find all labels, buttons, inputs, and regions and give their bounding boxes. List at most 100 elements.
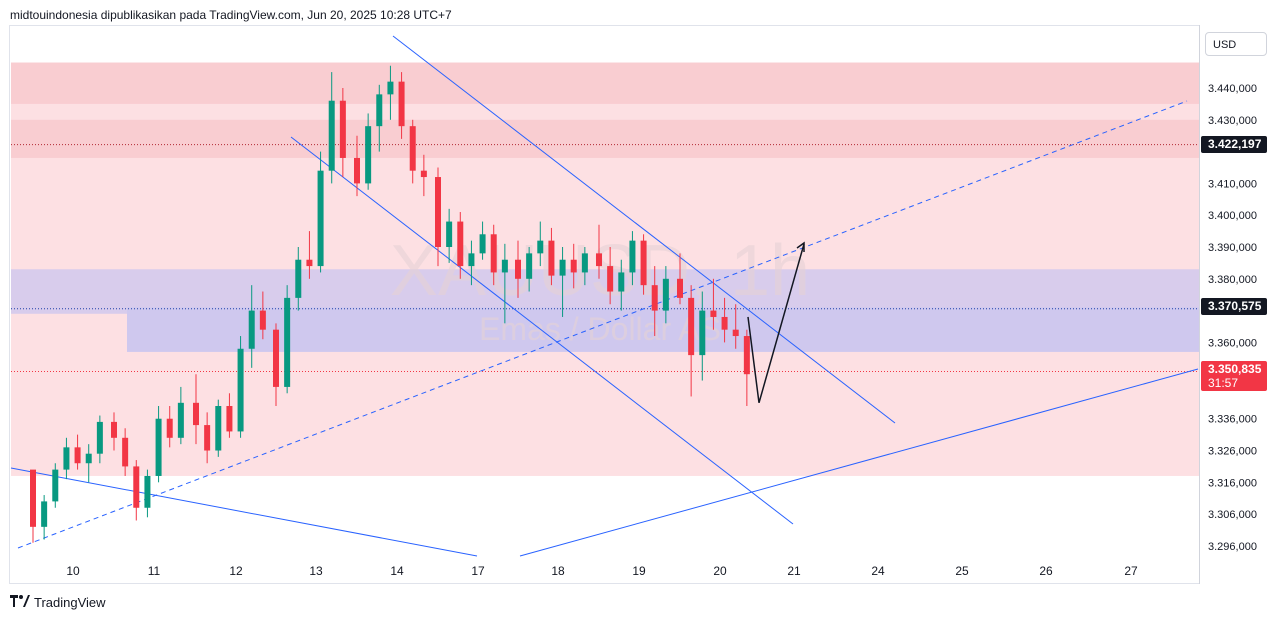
channel-lower-line	[290, 136, 794, 525]
candle-body	[259, 310, 266, 330]
chart-area[interactable]	[9, 25, 1199, 584]
candle-body	[537, 240, 544, 254]
time-tick-label: 26	[1039, 564, 1053, 578]
current-price: 3.350,835	[1208, 362, 1262, 376]
time-tick-label: 21	[787, 564, 801, 578]
candle-body	[721, 316, 728, 330]
zone-demand	[127, 307, 1199, 352]
time-tick-label: 12	[229, 564, 243, 578]
tradingview-footer[interactable]: TradingView	[10, 595, 106, 610]
candle-body	[122, 437, 129, 467]
candle-body	[365, 126, 372, 184]
candle-body	[155, 418, 162, 476]
candle-body	[215, 406, 222, 451]
price-tick-label: 3.430,000	[1208, 115, 1257, 127]
candle-body	[376, 94, 383, 127]
candle-body	[387, 81, 394, 95]
time-tick-label: 24	[871, 564, 885, 578]
candle-body	[30, 469, 36, 527]
candle-body	[133, 466, 140, 508]
price-tick-label: 3.336,000	[1208, 414, 1257, 426]
candle-body	[607, 266, 614, 292]
candle-body	[204, 425, 211, 451]
time-tick-label: 10	[66, 564, 80, 578]
candle-body	[74, 447, 81, 464]
candle-body	[732, 329, 739, 337]
zone-supply-strong	[11, 119, 1199, 158]
price-tick-label: 3.390,000	[1208, 242, 1257, 254]
candle-body	[409, 126, 416, 171]
price-axis[interactable]	[1199, 25, 1281, 584]
candle-body	[490, 234, 497, 273]
candle-body	[177, 402, 184, 438]
candle-body	[559, 259, 566, 276]
bar-countdown: 31:57	[1208, 376, 1239, 390]
level-tag-middle: 3.370,575	[1201, 298, 1267, 315]
price-tick-label: 3.306,000	[1208, 509, 1257, 521]
candle-body	[63, 447, 70, 470]
candle-body	[662, 278, 669, 311]
time-tick-label: 14	[390, 564, 404, 578]
price-tick-label: 3.326,000	[1208, 446, 1257, 458]
candle-body	[629, 240, 636, 273]
candle-body	[468, 253, 475, 267]
zone-demand	[11, 269, 1199, 314]
price-tick-label: 3.360,000	[1208, 337, 1257, 349]
candle-body	[710, 310, 717, 317]
candle-body	[248, 310, 255, 349]
candle-body	[457, 221, 464, 267]
candle-body	[526, 253, 533, 279]
candle-body	[166, 418, 173, 438]
candle-body	[743, 336, 750, 375]
candle-body	[144, 475, 151, 508]
candle-body	[435, 177, 441, 247]
candle-body	[699, 310, 706, 356]
candle-body	[273, 329, 279, 387]
time-tick-label: 19	[632, 564, 646, 578]
tradingview-logo-icon	[10, 595, 30, 610]
candle-body	[193, 402, 199, 426]
candle-body	[284, 297, 291, 387]
watermark-description: Emas / Dollar AS	[479, 311, 721, 347]
candle-body	[570, 259, 577, 273]
support-line-left	[10, 467, 478, 557]
currency-selector[interactable]: USD	[1205, 32, 1267, 56]
candle-body	[640, 240, 647, 286]
price-tick-label: 3.316,000	[1208, 477, 1257, 489]
candle-body	[596, 253, 602, 267]
candle-body	[41, 501, 48, 527]
candle-body	[446, 221, 453, 247]
channel-upper-line	[392, 35, 896, 424]
candle-body	[339, 100, 346, 158]
time-tick-label: 17	[471, 564, 485, 578]
candle-body	[328, 100, 335, 171]
time-tick-label: 25	[955, 564, 969, 578]
price-tick-label: 3.410,000	[1208, 178, 1257, 190]
price-tick-label: 3.400,000	[1208, 210, 1257, 222]
time-tick-label: 20	[713, 564, 727, 578]
candle-body	[651, 285, 658, 311]
support-line-right	[519, 368, 1199, 557]
projection-arrowhead-icon	[796, 241, 805, 252]
candle-body	[295, 259, 302, 298]
watermark-symbol: XAUUSD, 1h	[390, 231, 810, 311]
time-tick-label: 11	[148, 564, 161, 578]
current-price-tag: 3.350,835 31:57	[1201, 361, 1267, 391]
candle-body	[354, 157, 360, 184]
candle-body	[398, 81, 405, 127]
candle-body	[515, 259, 521, 279]
candle-body	[501, 259, 508, 273]
dashed-trendline	[17, 100, 1188, 549]
chart-attribution: midtouindonesia dipublikasikan pada Trad…	[10, 8, 452, 22]
level-tag-upper: 3.422,197	[1201, 136, 1267, 153]
candle-body	[85, 453, 92, 464]
zone-supply-strong	[11, 62, 1199, 104]
price-tick-label: 3.380,000	[1208, 274, 1257, 286]
time-tick-label: 13	[309, 564, 323, 578]
candle-body	[677, 278, 683, 298]
time-tick-label: 18	[551, 564, 565, 578]
candle-body	[237, 348, 244, 432]
candle-body	[420, 170, 427, 178]
candle-body	[688, 297, 695, 356]
